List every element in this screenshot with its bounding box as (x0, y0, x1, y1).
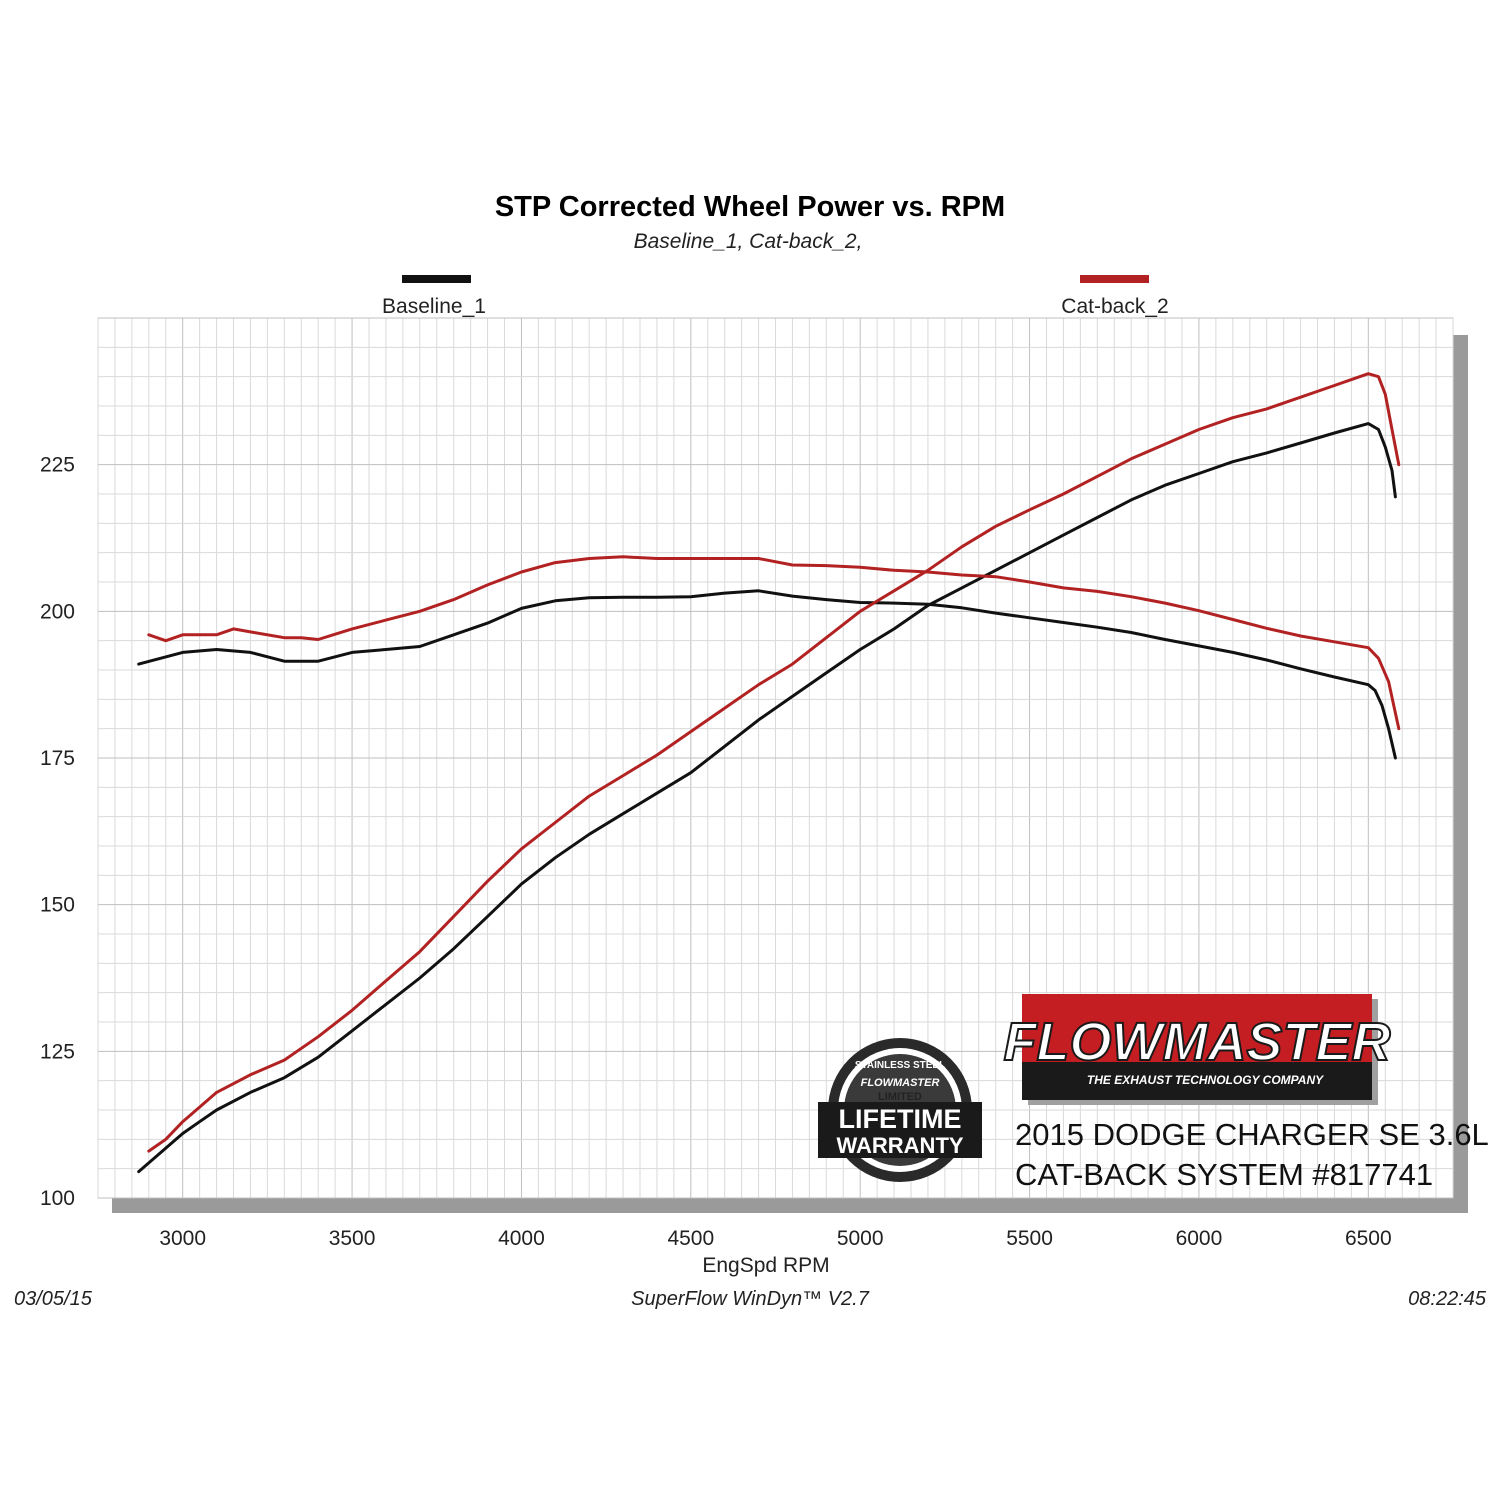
x-tick-label: 6000 (1176, 1227, 1223, 1250)
logo-dark-band (1022, 1062, 1372, 1100)
y-axis-ticks: 100 125 150 175 200 225 (40, 454, 75, 1210)
warranty-badge: STAINLESS STEEL FLOWMASTER LIMITED LIFET… (818, 1038, 982, 1182)
legend-swatch-baseline (402, 275, 471, 283)
series-line-baseline-upper (137, 589, 1397, 760)
logo-brand-text: FLOWMASTER (1004, 1012, 1391, 1072)
x-tick-label: 6500 (1345, 1227, 1392, 1250)
logo-tagline: THE EXHAUST TECHNOLOGY COMPANY (1087, 1073, 1324, 1087)
y-tick-label: 125 (40, 1040, 75, 1063)
y-tick-label: 150 (40, 894, 75, 917)
series-line-catback-upper (147, 555, 1401, 731)
badge-top-text: STAINLESS STEEL (855, 1060, 945, 1071)
x-tick-label: 4500 (667, 1227, 714, 1250)
footer-time: 08:22:45 (1408, 1288, 1487, 1310)
vehicle-line-2: CAT-BACK SYSTEM #817741 (1015, 1157, 1433, 1192)
y-tick-label: 175 (40, 747, 75, 770)
chart-subtitle: Baseline_1, Cat-back_2, (634, 230, 863, 253)
badge-line1: LIFETIME (839, 1104, 962, 1134)
legend: Baseline_1 Cat-back_2 (382, 275, 1169, 318)
legend-label-baseline: Baseline_1 (382, 295, 486, 318)
x-axis-ticks: 3000 3500 4000 4500 5000 5500 6000 6500 (159, 1227, 1391, 1250)
badge-limited-text: LIMITED (878, 1091, 922, 1103)
vehicle-line-1: 2015 DODGE CHARGER SE 3.6L (1015, 1117, 1489, 1152)
plot-shadow-right (1452, 335, 1468, 1213)
x-tick-label: 3000 (159, 1227, 206, 1250)
x-tick-label: 3500 (329, 1227, 376, 1250)
badge-banner (818, 1102, 982, 1158)
series-layer (137, 372, 1401, 1174)
y-tick-label: 225 (40, 454, 75, 477)
footer-date: 03/05/15 (14, 1288, 93, 1310)
x-tick-label: 5500 (1006, 1227, 1053, 1250)
y-tick-label: 200 (40, 600, 75, 623)
footer-software: SuperFlow WinDyn™ V2.7 (631, 1288, 870, 1310)
plot-shadow-bottom (112, 1198, 1468, 1213)
series-line-baseline-rising (137, 422, 1397, 1174)
x-tick-label: 4000 (498, 1227, 545, 1250)
legend-label-catback: Cat-back_2 (1061, 295, 1168, 318)
x-axis-label: EngSpd RPM (702, 1254, 829, 1277)
flowmaster-logo: FLOWMASTER THE EXHAUST TECHNOLOGY COMPAN… (1003, 994, 1391, 1105)
legend-swatch-catback (1080, 275, 1149, 283)
badge-brand-text: FLOWMASTER (861, 1077, 940, 1089)
badge-line2: WARRANTY (836, 1133, 963, 1158)
y-tick-label: 100 (40, 1187, 75, 1210)
chart-title: STP Corrected Wheel Power vs. RPM (495, 191, 1005, 223)
series-line-catback-rising (147, 372, 1401, 1153)
x-tick-label: 5000 (837, 1227, 884, 1250)
